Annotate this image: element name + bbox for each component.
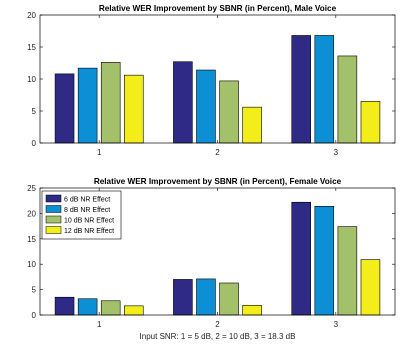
bar (314, 205, 335, 316)
bar (360, 101, 381, 144)
bar (100, 300, 121, 316)
y-tick-label: 15 (27, 235, 36, 244)
y-tick-label: 20 (27, 11, 36, 20)
bar (196, 69, 216, 144)
legend-label: 6 dB NR Effect (64, 197, 110, 204)
bar (219, 80, 239, 144)
axes-box (39, 187, 396, 316)
bar (196, 278, 216, 316)
bar (54, 73, 75, 144)
bar (77, 67, 98, 144)
y-tick-label: 5 (32, 286, 37, 295)
bar (173, 279, 193, 316)
bar (314, 35, 335, 144)
bar (291, 201, 311, 316)
legend: 6 dB NR Effect 8 dB NR Effect 10 dB NR Eff… (41, 190, 122, 240)
axes-box (39, 14, 396, 144)
y-tick-label: 10 (27, 75, 36, 84)
bar (291, 35, 311, 144)
legend-swatch (45, 194, 62, 203)
x-axis-label: Input SNR: 1 = 5 dB, 2 = 10 dB, 3 = 18.3… (140, 332, 296, 341)
chart-title: Relative WER Improvement by SBNR (in Per… (99, 4, 337, 13)
chart-panel-2: Relative WER Improvement by SBNR (in Per… (27, 177, 396, 341)
legend-swatch (45, 215, 62, 224)
bar (360, 259, 381, 316)
bar (54, 296, 75, 316)
y-tick-label: 0 (32, 311, 37, 320)
y-tick-label: 20 (27, 209, 36, 218)
legend-label: 10 dB NR Effect (64, 218, 114, 225)
chart-title: Relative WER Improvement by SBNR (in Per… (94, 177, 342, 186)
chart-panel-1: Relative WER Improvement by SBNR (in Per… (27, 4, 396, 157)
bar (77, 298, 98, 316)
x-tick-label: 1 (97, 148, 102, 157)
bar (337, 55, 358, 144)
bar (242, 305, 262, 316)
legend-swatch (45, 205, 62, 213)
legend-swatch (45, 226, 62, 234)
y-tick-label: 25 (27, 184, 36, 193)
x-tick-label: 3 (334, 320, 339, 329)
bar (124, 305, 144, 316)
bar (124, 74, 144, 144)
x-tick-label: 3 (334, 148, 339, 157)
bar (173, 61, 193, 144)
legend-label: 8 dB NR Effect (64, 207, 110, 214)
bar (337, 226, 358, 316)
bar (100, 62, 121, 144)
y-tick-label: 15 (27, 43, 36, 52)
y-tick-label: 0 (32, 139, 37, 148)
x-tick-label: 2 (215, 148, 220, 157)
x-tick-label: 2 (215, 320, 220, 329)
y-tick-label: 10 (27, 260, 36, 269)
x-tick-label: 1 (97, 320, 102, 329)
y-tick-label: 5 (32, 107, 37, 116)
bar (242, 106, 262, 144)
bar (219, 282, 239, 316)
legend-label: 12 dB NR Effect (64, 228, 114, 235)
